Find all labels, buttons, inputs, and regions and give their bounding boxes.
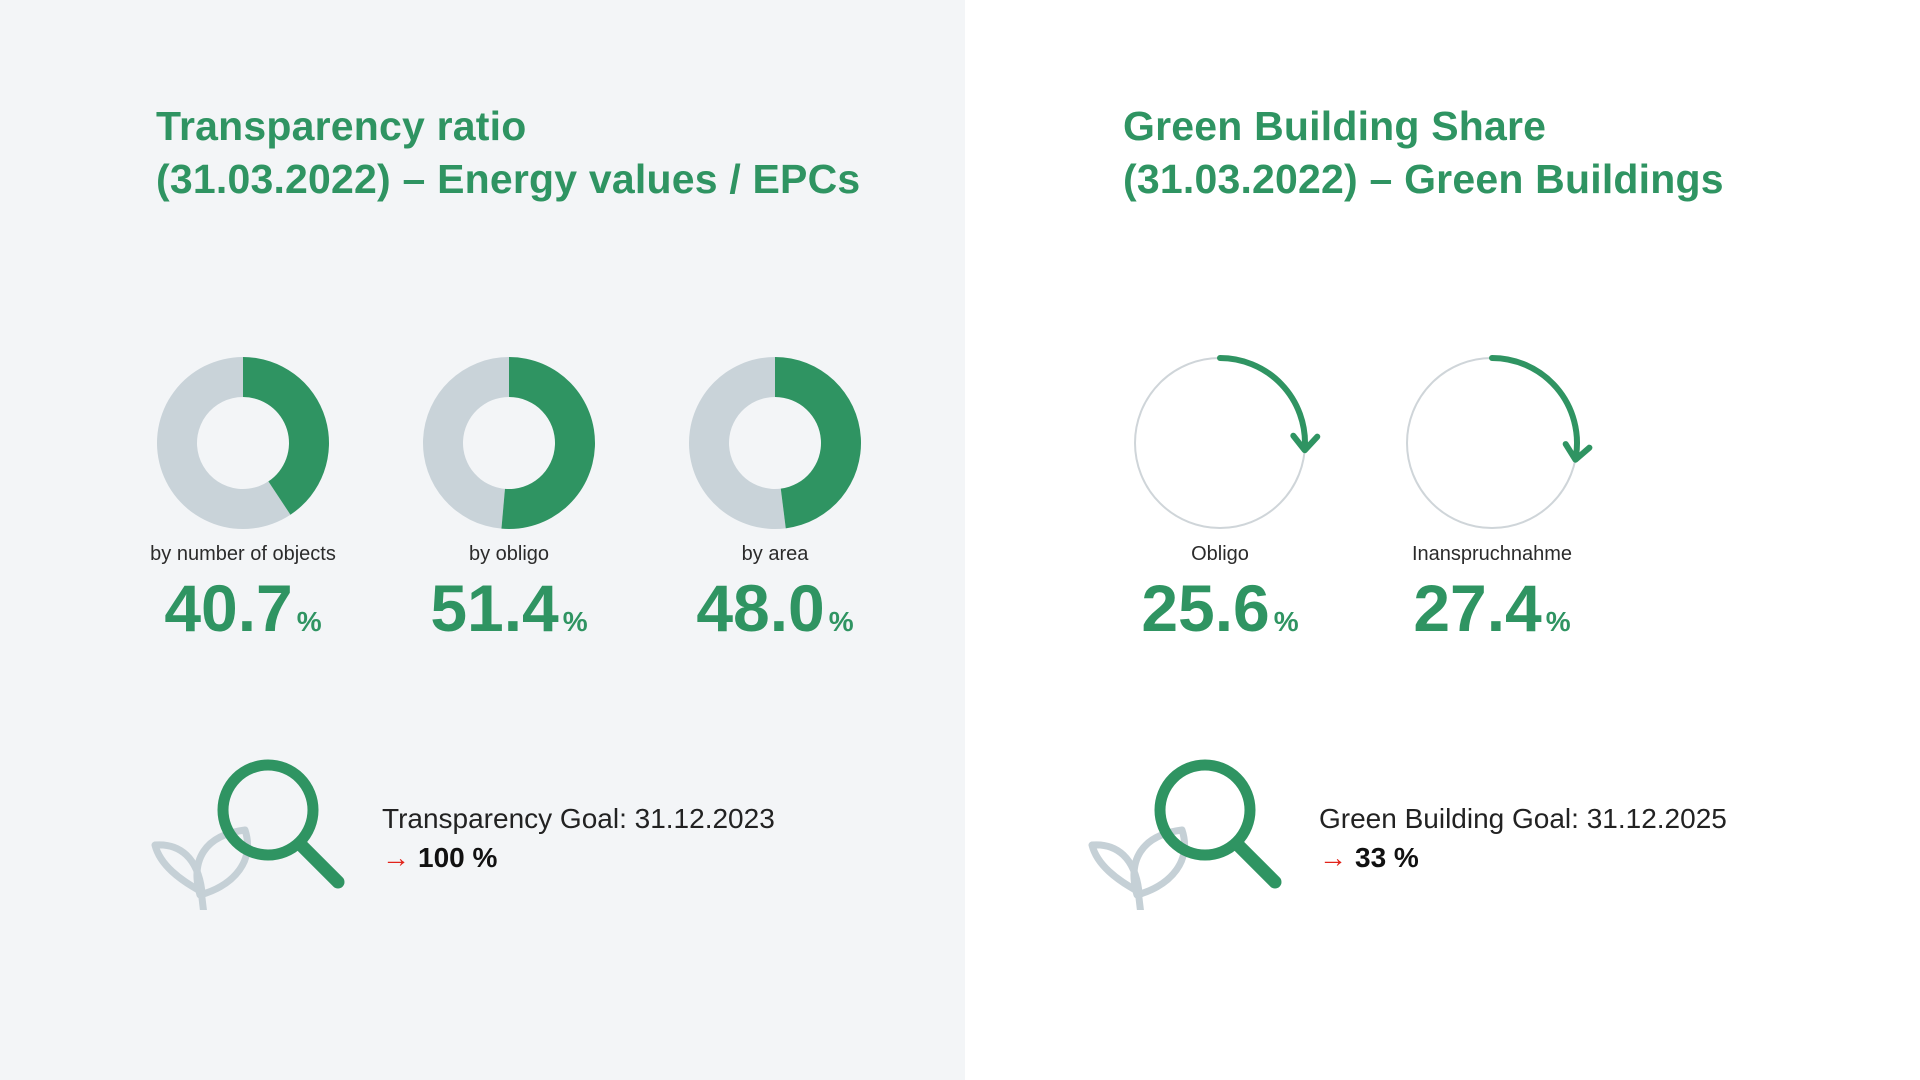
transparency-panel: Transparency ratio (31.03.2022) – Energy… bbox=[0, 0, 965, 1080]
right-arrow-icon: → bbox=[382, 842, 410, 873]
leaf-magnifier-icon bbox=[1088, 759, 1282, 910]
percent-unit: % bbox=[1545, 606, 1571, 637]
ring-value-inanspruchnahme: 27.4% bbox=[1352, 569, 1632, 661]
donut-label-obligo: by obligo bbox=[468, 543, 550, 565]
green-building-goal: Green Building Goal: 31.12.2025 → 33 % bbox=[1087, 740, 1807, 910]
transparency-goal-text: Transparency Goal: 31.12.2023 bbox=[382, 803, 775, 834]
green-building-panel: Green Building Share (31.03.2022) – Gree… bbox=[965, 0, 1920, 1080]
progress-arrowhead-icon bbox=[1290, 432, 1321, 454]
ring-value-number: 25.6 bbox=[1141, 571, 1270, 645]
ring-chart-inanspruchnahme: Inanspruchnahme 27.4% bbox=[1352, 343, 1632, 645]
donut-label-area: by area bbox=[741, 543, 809, 565]
magnifier-lens-icon bbox=[217, 759, 319, 861]
transparency-title-line2: (31.03.2022) – Energy values / EPCs bbox=[156, 156, 861, 202]
green-building-goal-target: → 33 % bbox=[1319, 842, 1419, 874]
transparency-goal: Transparency Goal: 31.12.2023 → 100 % bbox=[150, 740, 870, 910]
donut-chart-obligo: by obligo 51.4% bbox=[369, 343, 649, 645]
leaf-magnifier-icon bbox=[151, 759, 345, 910]
percent-unit: % bbox=[1273, 606, 1299, 637]
donut-chart-objects: by number of objects 40.7% bbox=[103, 343, 383, 645]
magnifier-handle-icon bbox=[1230, 837, 1282, 889]
ring-value-obligo: 25.6% bbox=[1080, 569, 1360, 661]
transparency-title-line1: Transparency ratio bbox=[156, 103, 527, 149]
ring-value-number: 27.4 bbox=[1413, 571, 1542, 645]
green-building-title-line2: (31.03.2022) – Green Buildings bbox=[1123, 156, 1724, 202]
ring-svg bbox=[1406, 355, 1593, 529]
ring-label-obligo: Obligo bbox=[1191, 543, 1249, 565]
donut-remainder-slice bbox=[422, 357, 509, 529]
donut-value-slice bbox=[775, 357, 862, 529]
ring-svg bbox=[1134, 355, 1321, 529]
transparency-title: Transparency ratio (31.03.2022) – Energy… bbox=[156, 100, 860, 206]
progress-ring-arc bbox=[1217, 355, 1308, 450]
progress-arrowhead-icon bbox=[1562, 441, 1593, 463]
percent-unit: % bbox=[828, 606, 854, 637]
donut-value-number: 51.4 bbox=[430, 571, 559, 645]
transparency-goal-value: 100 % bbox=[418, 842, 498, 873]
donut-value-number: 40.7 bbox=[164, 571, 293, 645]
donut-value-number: 48.0 bbox=[696, 571, 825, 645]
donut-remainder-slice bbox=[689, 357, 786, 529]
green-building-title: Green Building Share (31.03.2022) – Gree… bbox=[1123, 100, 1724, 206]
magnifier-lens-icon bbox=[1154, 759, 1256, 861]
green-building-goal-text: Green Building Goal: 31.12.2025 bbox=[1319, 803, 1727, 834]
donut-remainder-slice bbox=[157, 357, 291, 529]
green-building-title-line1: Green Building Share bbox=[1123, 103, 1547, 149]
donut-chart-area: by area 48.0% bbox=[635, 343, 915, 645]
ring-label-inanspruchnahme: Inanspruchnahme bbox=[1411, 543, 1573, 565]
donut-value-slice bbox=[501, 357, 595, 529]
transparency-goal-target: → 100 % bbox=[382, 842, 497, 874]
leaf-icon bbox=[151, 826, 252, 910]
ring-chart-obligo: Obligo 25.6% bbox=[1080, 343, 1360, 645]
progress-ring-arc bbox=[1489, 355, 1580, 459]
green-building-goal-value: 33 % bbox=[1355, 842, 1419, 873]
donut-svg bbox=[422, 357, 595, 529]
magnifier-handle-icon bbox=[293, 837, 345, 889]
donut-label-objects: by number of objects bbox=[150, 543, 336, 565]
leaf-icon bbox=[1088, 826, 1189, 910]
donut-value-slice bbox=[243, 357, 329, 515]
donut-svg bbox=[689, 357, 862, 529]
percent-unit: % bbox=[296, 606, 322, 637]
donut-svg bbox=[157, 357, 329, 529]
donut-value-area: 48.0% bbox=[635, 569, 915, 661]
donut-value-obligo: 51.4% bbox=[369, 569, 649, 661]
donut-value-objects: 40.7% bbox=[103, 569, 383, 661]
percent-unit: % bbox=[562, 606, 588, 637]
right-arrow-icon: → bbox=[1319, 842, 1347, 873]
